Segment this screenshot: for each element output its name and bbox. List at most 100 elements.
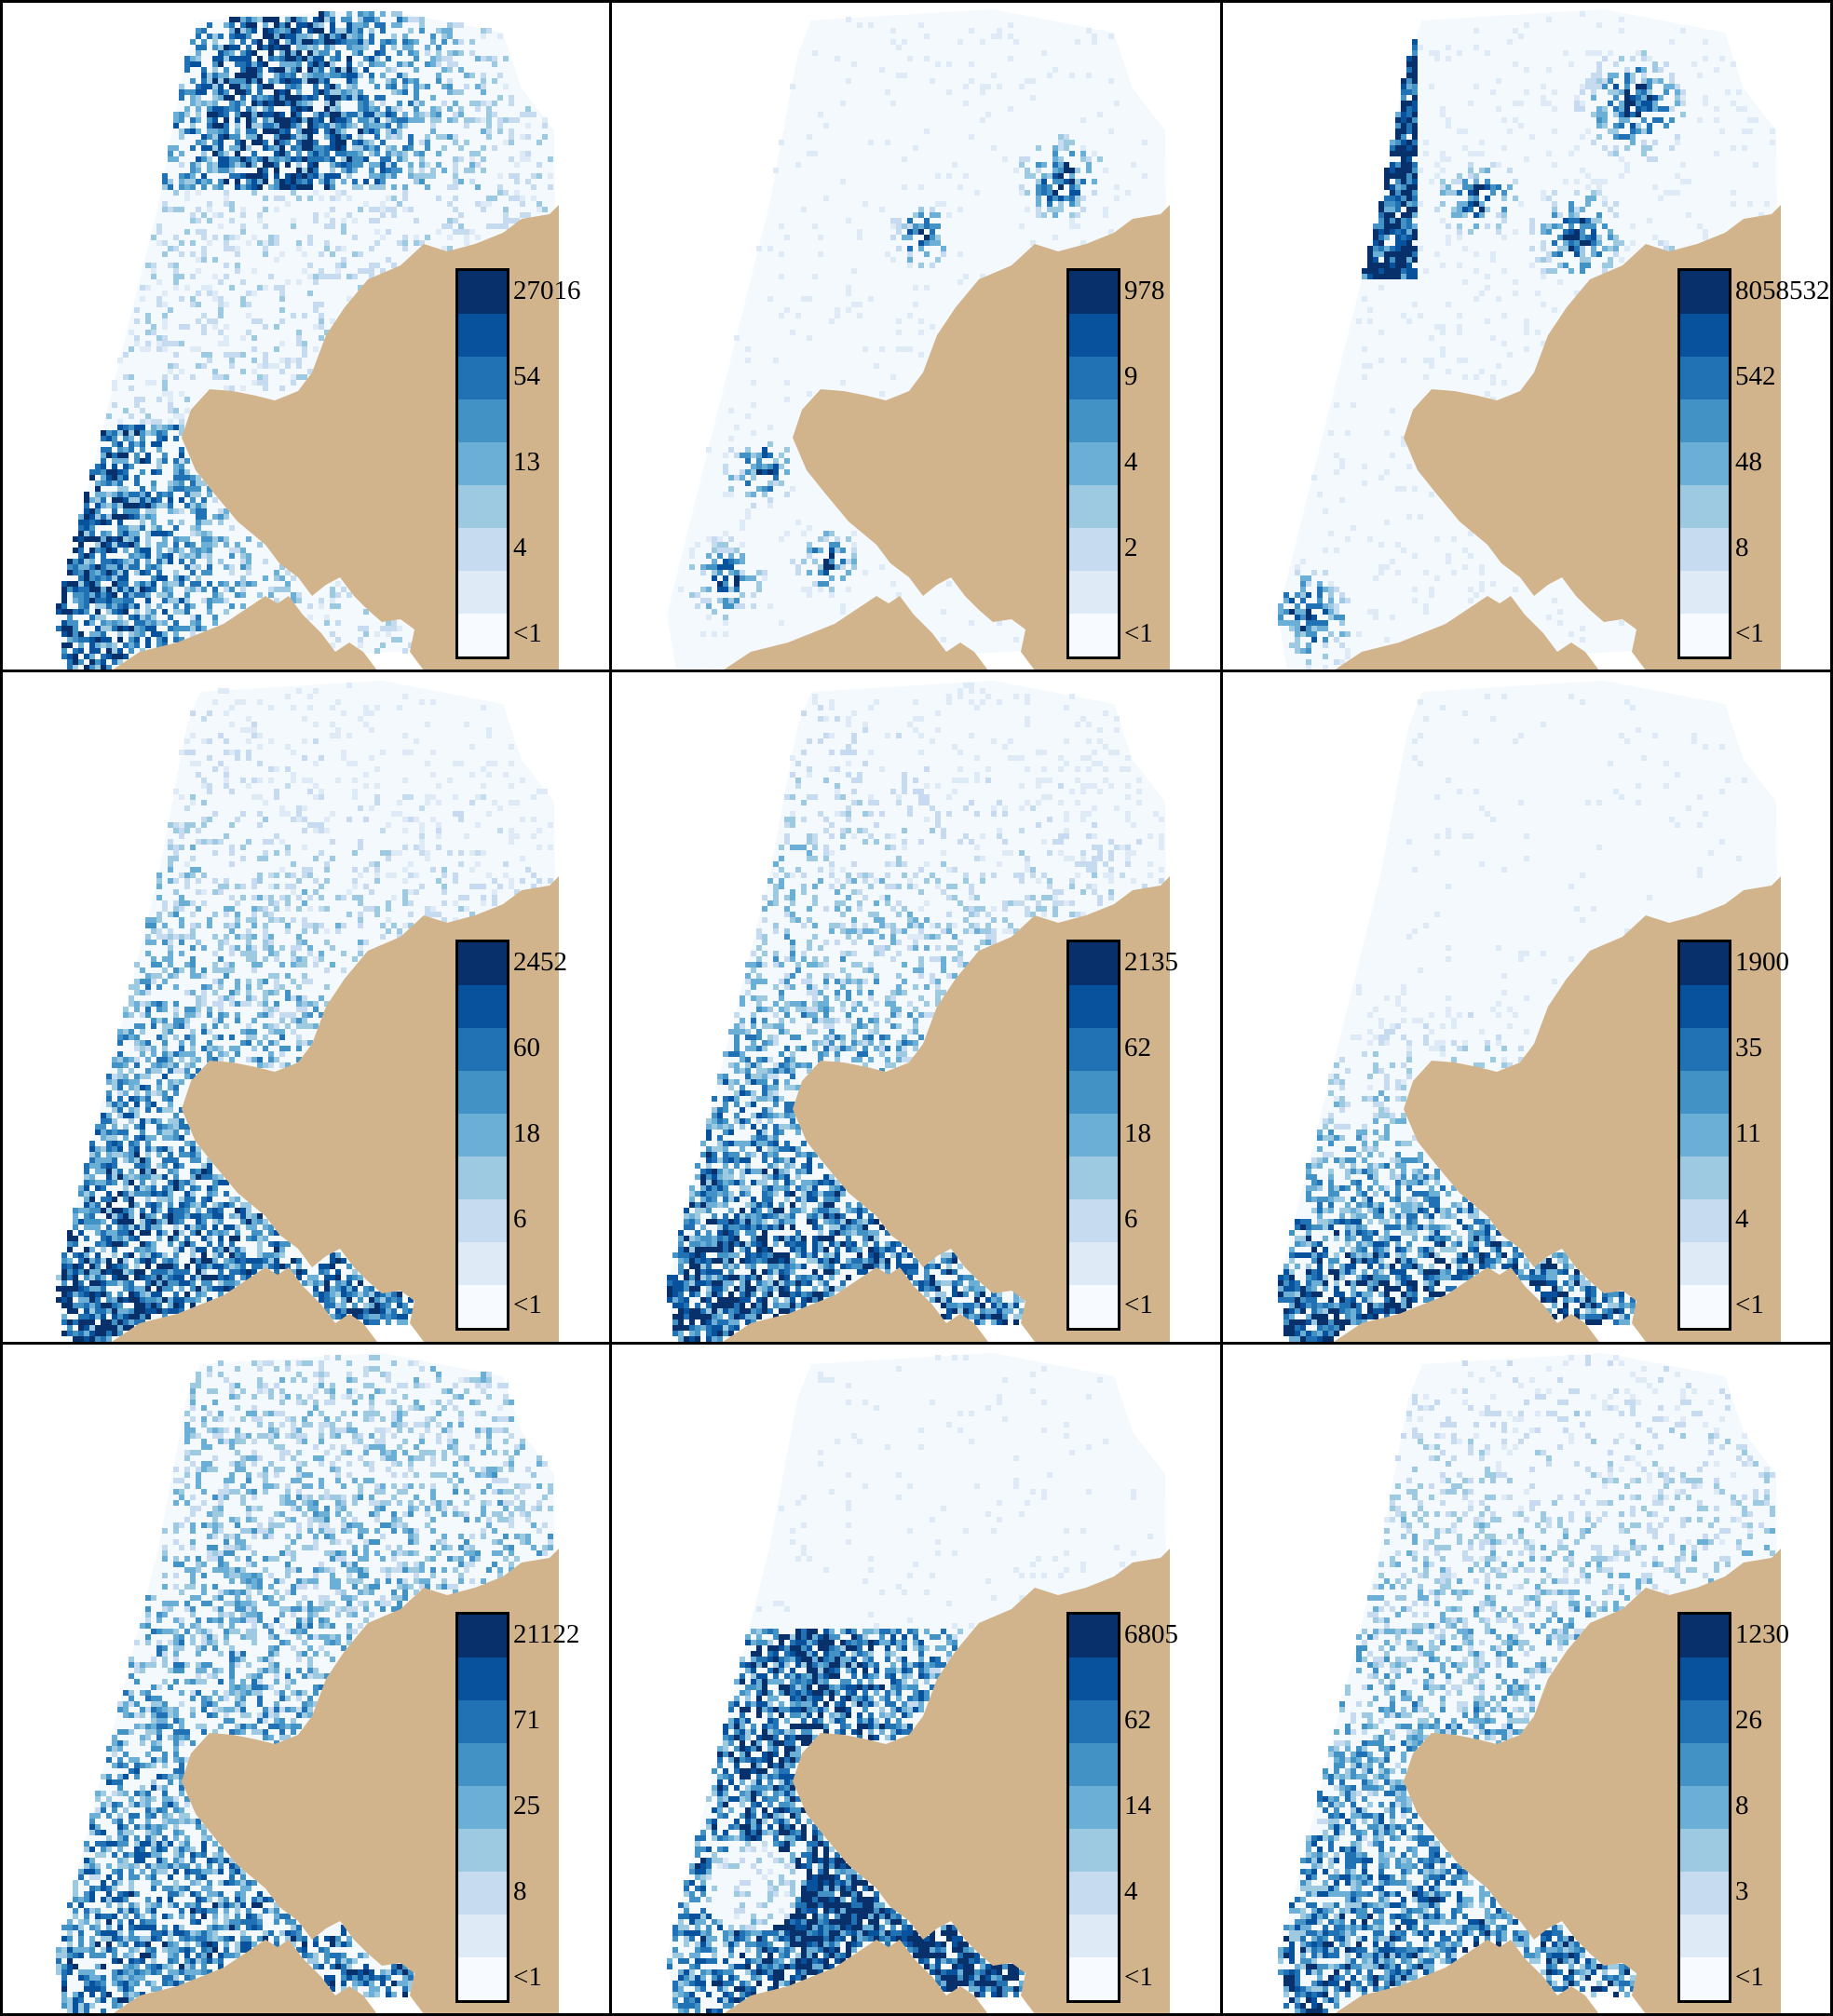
- land-mass: [1334, 1549, 1781, 2014]
- legend-tick-label: <1: [1735, 1962, 1764, 1992]
- legend-tick-label: 4: [1124, 447, 1138, 477]
- legend-bin: [1069, 1915, 1118, 1957]
- panel-divider: [0, 1342, 1833, 1345]
- legend-tick-label: 11: [1735, 1118, 1761, 1148]
- legend-bin: [1680, 1700, 1729, 1743]
- legend-color-bar: [1677, 1612, 1731, 2003]
- density-map: [1278, 9, 1781, 670]
- density-cells: [1278, 694, 1747, 1342]
- legend-bin: [1680, 1615, 1729, 1657]
- legend-bin: [1069, 614, 1118, 656]
- legend-bin: [458, 985, 507, 1028]
- legend-bin: [1069, 1157, 1118, 1199]
- map-panel-r3c1: 21122 71 25 8 <1: [0, 1344, 610, 2016]
- legend-tick-label: 25: [513, 1791, 540, 1820]
- legend-bin: [1069, 1285, 1118, 1328]
- legend-bin: [458, 271, 507, 314]
- legend-bin: [1069, 271, 1118, 314]
- legend-color-bar: [455, 1612, 509, 2003]
- legend-bin: [1680, 1872, 1729, 1915]
- legend-bin: [1069, 1199, 1118, 1242]
- map-panel-r3c3: 1230 26 8 3 <1: [1222, 1344, 1833, 2016]
- legend-tick-label: 3: [1735, 1876, 1749, 1906]
- legend-tick-label: <1: [1735, 618, 1764, 648]
- legend-tick-label: 54: [513, 361, 540, 391]
- legend-tick-label: 27016: [513, 276, 581, 305]
- legend-bin: [1680, 357, 1729, 399]
- color-legend: 978 9 4 2 <1: [1066, 268, 1206, 663]
- legend-bin: [1680, 1242, 1729, 1285]
- legend-bin: [458, 1786, 507, 1829]
- map-panel-r1c3: 8058532 542 48 8 <1: [1222, 0, 1833, 670]
- color-legend: 2135 62 18 6 <1: [1066, 940, 1206, 1334]
- legend-tick-label: 21122: [513, 1619, 580, 1649]
- legend-tick-label: <1: [1124, 618, 1153, 648]
- legend-bin: [1069, 1700, 1118, 1743]
- map-panel-r2c3: 1900 35 11 4 <1: [1222, 671, 1833, 1343]
- panel-divider: [1830, 0, 1833, 2016]
- density-cells: [678, 17, 1147, 643]
- legend-bin: [458, 442, 507, 485]
- density-map: [56, 681, 559, 1342]
- legend-bin: [1069, 1028, 1118, 1071]
- map-panel-r1c2: 978 9 4 2 <1: [611, 0, 1221, 670]
- color-legend: 21122 71 25 8 <1: [455, 1612, 595, 2007]
- legend-tick-label: <1: [513, 1290, 542, 1319]
- legend-bin: [1069, 399, 1118, 442]
- legend-bin: [1680, 1743, 1729, 1786]
- legend-bin: [458, 357, 507, 399]
- color-legend: 27016 54 13 4 <1: [455, 268, 595, 663]
- legend-color-bar: [1066, 268, 1120, 659]
- density-map: [56, 1353, 559, 2014]
- map-panel-r1c1: 27016 54 13 4 <1: [0, 0, 610, 670]
- land-mass: [112, 876, 559, 1342]
- legend-tick-label: 62: [1124, 1705, 1151, 1735]
- color-legend: 2452 60 18 6 <1: [455, 940, 595, 1334]
- density-map: [667, 1353, 1170, 2014]
- legend-bin: [458, 1915, 507, 1957]
- legend-bin: [1680, 485, 1729, 528]
- legend-bin: [1069, 528, 1118, 571]
- legend-bin: [1680, 942, 1729, 985]
- legend-bin: [458, 1872, 507, 1915]
- legend-tick-label: 9: [1124, 361, 1138, 391]
- legend-tick-label: 8: [1735, 1791, 1749, 1820]
- legend-bin: [1069, 1114, 1118, 1157]
- legend-bin: [1069, 1829, 1118, 1872]
- legend-bin: [458, 1829, 507, 1872]
- legend-tick-label: 60: [513, 1033, 540, 1062]
- land-mass: [112, 205, 559, 670]
- legend-bin: [458, 1199, 507, 1242]
- legend-bin: [1069, 1242, 1118, 1285]
- legend-bin: [458, 399, 507, 442]
- legend-tick-label: 6805: [1124, 1619, 1178, 1649]
- legend-tick-label: 48: [1735, 447, 1762, 477]
- legend-tick-label: 542: [1735, 361, 1776, 391]
- legend-tick-label: <1: [513, 618, 542, 648]
- legend-bin: [1680, 528, 1729, 571]
- legend-bin: [1680, 614, 1729, 656]
- legend-bin: [1069, 942, 1118, 985]
- legend-bin: [1680, 1071, 1729, 1114]
- density-cells: [56, 1355, 553, 2014]
- density-map: [56, 9, 559, 670]
- legend-bin: [1069, 442, 1118, 485]
- density-map: [1278, 681, 1781, 1342]
- land-mass: [723, 876, 1170, 1342]
- legend-tick-label: <1: [1124, 1962, 1153, 1992]
- density-map: [667, 9, 1170, 670]
- legend-tick-label: 6: [1124, 1204, 1138, 1234]
- legend-color-bar: [1677, 268, 1731, 659]
- density-cells: [56, 11, 553, 670]
- legend-bin: [1069, 1071, 1118, 1114]
- legend-color-bar: [455, 268, 509, 659]
- legend-bin: [1680, 1285, 1729, 1328]
- legend-bin: [1069, 1786, 1118, 1829]
- legend-bin: [458, 1071, 507, 1114]
- legend-bin: [1069, 485, 1118, 528]
- legend-tick-label: 1230: [1735, 1619, 1789, 1649]
- legend-tick-label: <1: [513, 1962, 542, 1992]
- legend-tick-label: 35: [1735, 1033, 1762, 1062]
- map-panel-r2c2: 2135 62 18 6 <1: [611, 671, 1221, 1343]
